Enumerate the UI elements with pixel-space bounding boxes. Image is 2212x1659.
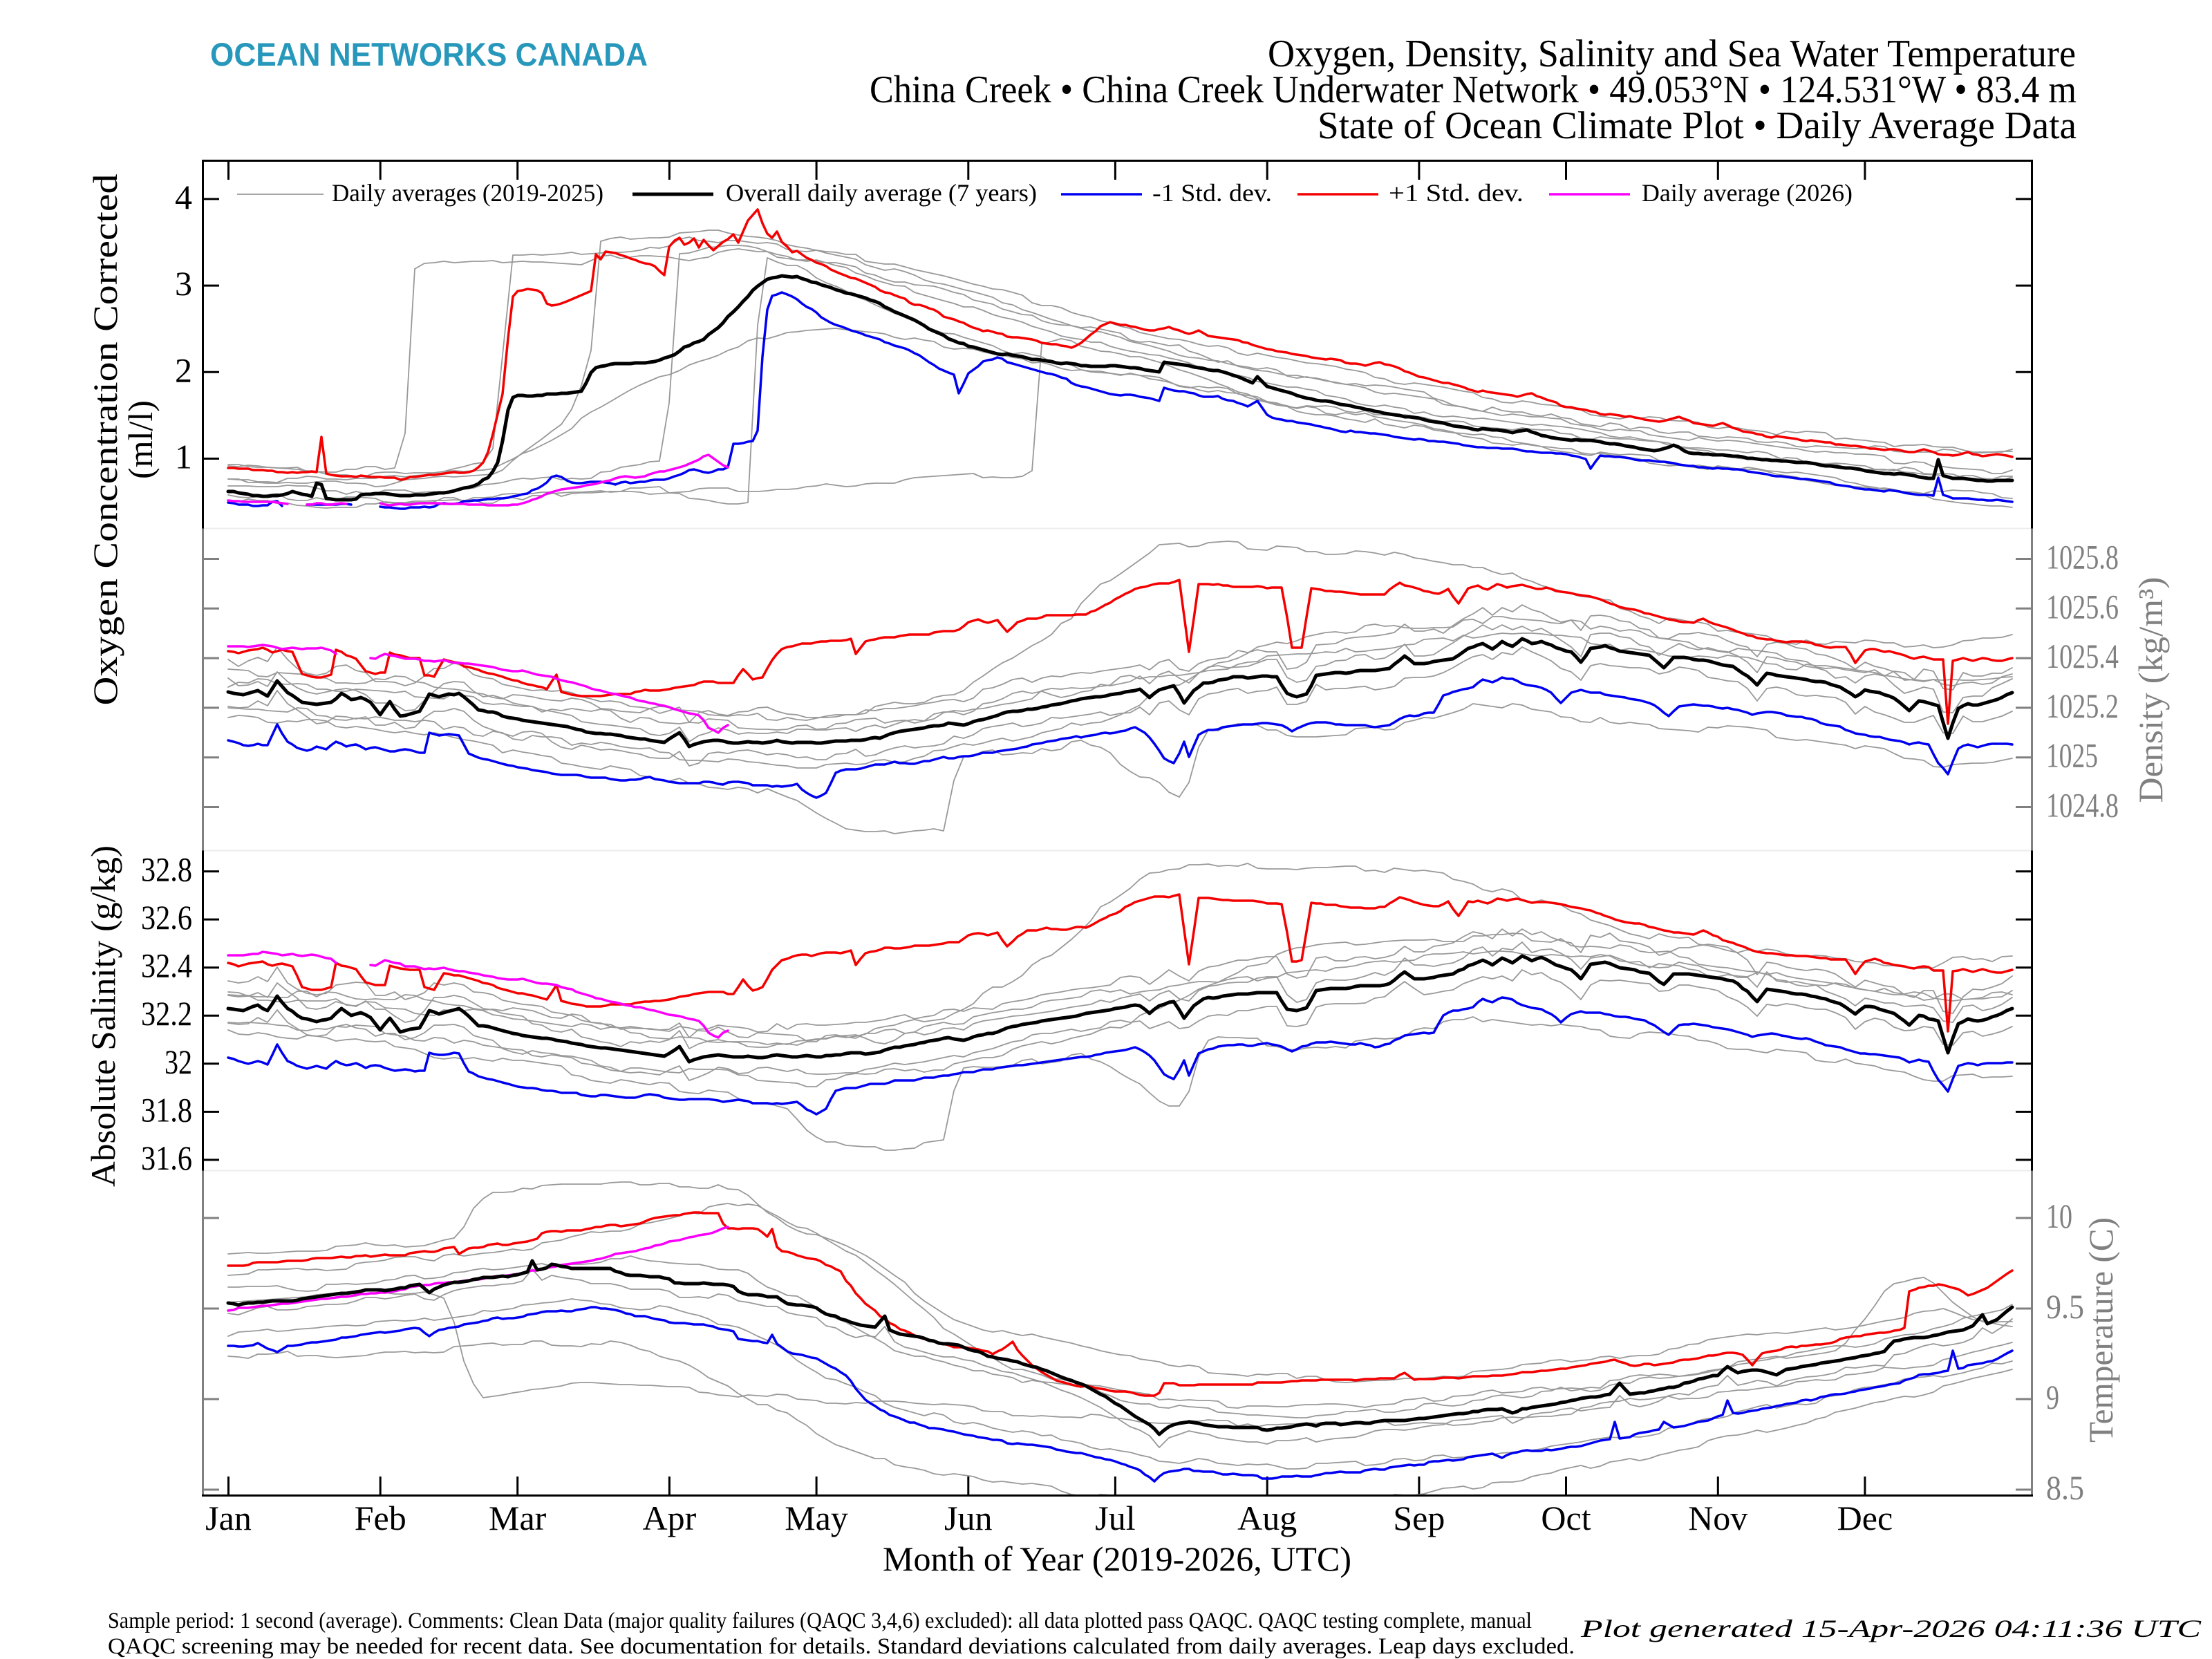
svg-text:Mar: Mar [489, 1499, 547, 1537]
svg-text:QAQC screening may be needed f: QAQC screening may be needed for recent … [108, 1634, 1575, 1659]
svg-text:Temperature (C): Temperature (C) [2081, 1217, 2120, 1443]
svg-text:32.2: 32.2 [141, 994, 192, 1033]
svg-text:Sample period: 1 second (avera: Sample period: 1 second (average). Comme… [108, 1609, 1532, 1633]
svg-text:Jan: Jan [205, 1499, 252, 1537]
svg-text:Dec: Dec [1837, 1499, 1893, 1537]
svg-text:1025.4: 1025.4 [2046, 637, 2119, 675]
svg-text:31.6: 31.6 [141, 1138, 192, 1177]
svg-text:Month of Year (2019-2026, UTC): Month of Year (2019-2026, UTC) [883, 1539, 1351, 1578]
svg-text:32.6: 32.6 [141, 898, 192, 937]
svg-text:32: 32 [165, 1042, 192, 1081]
svg-text:Daily averages (2019-2025): Daily averages (2019-2025) [332, 179, 603, 207]
svg-text:8.5: 8.5 [2046, 1468, 2084, 1507]
svg-text:32.8: 32.8 [141, 850, 192, 889]
svg-text:2: 2 [175, 350, 192, 389]
svg-text:1025: 1025 [2046, 736, 2098, 775]
svg-text:(ml/l): (ml/l) [121, 400, 160, 479]
svg-text:4: 4 [175, 178, 192, 216]
svg-text:Oxygen, Density, Salinity and: Oxygen, Density, Salinity and Sea Water … [1268, 32, 2076, 75]
svg-text:-1 Std. dev.: -1 Std. dev. [1152, 179, 1272, 207]
svg-text:1025.6: 1025.6 [2046, 587, 2119, 626]
svg-text:3: 3 [175, 264, 192, 303]
svg-text:1025.8: 1025.8 [2046, 538, 2119, 577]
svg-text:Absolute Salinity (g/kg): Absolute Salinity (g/kg) [84, 845, 122, 1187]
svg-text:1025.2: 1025.2 [2046, 686, 2119, 725]
svg-text:Aug: Aug [1237, 1499, 1297, 1537]
svg-text:Jul: Jul [1095, 1499, 1135, 1537]
svg-text:Overall daily average (7 years: Overall daily average (7 years) [726, 179, 1037, 207]
svg-text:10: 10 [2046, 1197, 2072, 1235]
svg-text:Plot generated 15-Apr-2026 04:: Plot generated 15-Apr-2026 04:11:36 UTC [1580, 1615, 2202, 1642]
svg-text:+1 Std. dev.: +1 Std. dev. [1389, 179, 1524, 207]
svg-text:Sep: Sep [1393, 1499, 1445, 1537]
svg-text:Daily average (2026): Daily average (2026) [1642, 179, 1853, 207]
svg-text:1: 1 [175, 438, 192, 476]
svg-text:1024.8: 1024.8 [2046, 786, 2119, 825]
svg-text:State of Ocean Climate Plot •: State of Ocean Climate Plot • Daily Aver… [1318, 104, 2077, 147]
svg-text:Oxygen Concentration Corrected: Oxygen Concentration Corrected [86, 174, 124, 706]
svg-text:China Creek • China Creek Unde: China Creek • China Creek Underwater Net… [870, 68, 2077, 111]
svg-text:32.4: 32.4 [141, 946, 192, 985]
svg-text:Oct: Oct [1541, 1499, 1591, 1537]
svg-text:Jun: Jun [944, 1499, 992, 1537]
svg-text:May: May [785, 1499, 848, 1537]
svg-text:Apr: Apr [643, 1499, 697, 1537]
svg-text:Nov: Nov [1688, 1499, 1747, 1537]
svg-text:9: 9 [2046, 1378, 2059, 1416]
svg-text:Feb: Feb [355, 1499, 406, 1537]
svg-text:9.5: 9.5 [2046, 1287, 2084, 1326]
svg-text:Density (kg/m³): Density (kg/m³) [2131, 577, 2170, 803]
svg-text:OCEAN NETWORKS CANADA: OCEAN NETWORKS CANADA [210, 36, 648, 73]
svg-text:31.8: 31.8 [141, 1090, 192, 1129]
